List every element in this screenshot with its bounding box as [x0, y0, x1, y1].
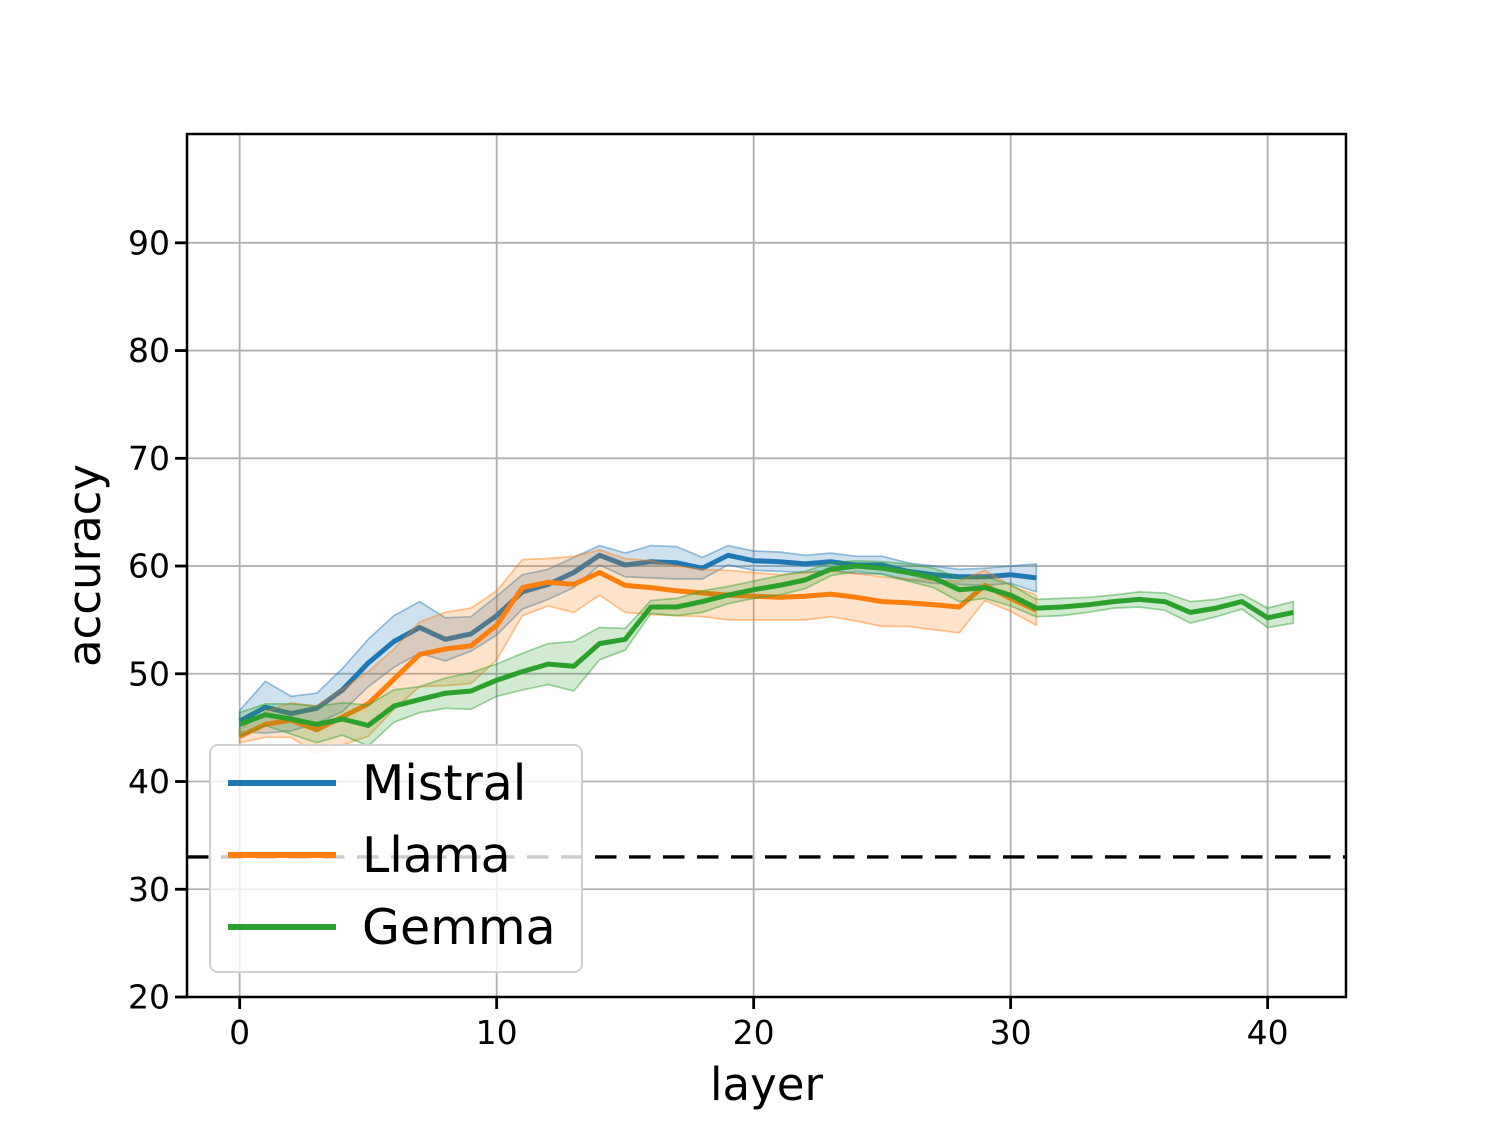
y-tick-label-30: 30: [128, 870, 170, 909]
y-tick-label-20: 20: [128, 978, 170, 1017]
series-band-llama: [238, 549, 1038, 755]
legend-label-gemma: Gemma: [362, 899, 556, 956]
y-tick-label-90: 90: [128, 223, 170, 262]
y-tick-label-70: 70: [128, 439, 170, 478]
x-tick-label-40: 40: [1247, 1013, 1289, 1052]
x-axis-label: layer: [710, 1058, 823, 1111]
y-tick-label-40: 40: [128, 762, 170, 801]
series-line-gemma: [238, 563, 1294, 728]
y-axis-label: accuracy: [58, 464, 111, 667]
y-tick-label-80: 80: [128, 331, 170, 370]
series-line-llama: [238, 570, 1038, 739]
legend: Mistral Llama Gemma: [209, 744, 583, 973]
x-tick-label-30: 30: [990, 1013, 1032, 1052]
legend-box: [209, 744, 583, 973]
x-tick-label-10: 10: [476, 1013, 518, 1052]
legend-label-llama: Llama: [362, 827, 511, 884]
legend-label-mistral: Mistral: [362, 755, 526, 812]
y-tick-label-60: 60: [128, 547, 170, 586]
y-tick-label-50: 50: [128, 654, 170, 693]
x-tick-label-0: 0: [229, 1013, 250, 1052]
x-tick-label-20: 20: [733, 1013, 775, 1052]
